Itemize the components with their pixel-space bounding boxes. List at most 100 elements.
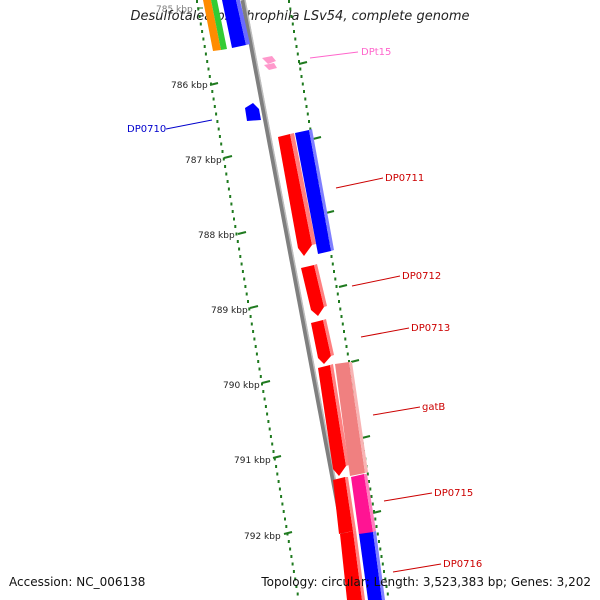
- gene-DP0711-red[interactable]: [278, 134, 312, 256]
- guide-dot: [216, 120, 219, 123]
- guide-dot: [225, 172, 228, 176]
- guide-dot: [213, 105, 216, 108]
- guide-dot: [264, 405, 267, 408]
- guide-dot: [303, 90, 305, 93]
- guide-dot: [259, 375, 262, 378]
- gene-gatB-shade: [330, 364, 349, 466]
- guide-dot: [224, 165, 227, 168]
- label-DP0710[interactable]: DP0710: [127, 124, 166, 135]
- guide-dot: [240, 262, 243, 266]
- guide-dot: [373, 510, 375, 513]
- gene-DP0712-shade: [314, 264, 327, 307]
- gene-DP0713-shade: [323, 319, 334, 356]
- label-DP0716[interactable]: DP0716: [443, 559, 482, 570]
- guide-dot: [208, 75, 211, 78]
- gene-DP0710[interactable]: [245, 103, 261, 121]
- leader-DP0712: [351, 275, 401, 287]
- guide-dot: [269, 435, 272, 438]
- guide-dot: [296, 592, 299, 596]
- guide-dot: [229, 195, 232, 198]
- guide-dot: [341, 322, 344, 326]
- label-DPt15[interactable]: DPt15: [361, 47, 391, 58]
- guide-dot: [376, 532, 379, 536]
- leader-DPt15: [309, 51, 359, 59]
- leader-DP0715: [383, 492, 433, 502]
- tick-mark-right-5: [350, 359, 360, 363]
- gene-gatB-salmon[interactable]: [335, 362, 365, 476]
- guide-dot: [247, 300, 249, 303]
- guide-dot: [230, 202, 233, 206]
- guide-dot: [292, 570, 295, 573]
- guide-dot: [244, 285, 247, 288]
- guide-dot: [199, 22, 202, 26]
- gene-DP0712[interactable]: [301, 265, 324, 316]
- gene-DP0713[interactable]: [311, 320, 331, 364]
- tick-mark-right-3: [325, 210, 335, 214]
- gene-DP0711-blue[interactable]: [295, 130, 331, 254]
- gene-gatB[interactable]: [318, 365, 346, 476]
- guide-dot: [218, 135, 221, 138]
- guide-dot: [294, 577, 297, 581]
- guide-dot: [309, 127, 312, 131]
- label-DP0713[interactable]: DP0713: [411, 323, 450, 334]
- guide-dot: [276, 472, 279, 476]
- guide-dot: [336, 292, 339, 296]
- tick-mark-792: [283, 531, 293, 535]
- gene-DPt15-b: [264, 63, 277, 70]
- tick-label-789: 789 kbp: [211, 306, 248, 316]
- guide-dot: [301, 82, 304, 86]
- tick-mark-786: [209, 82, 219, 86]
- guide-dot: [277, 480, 280, 483]
- label-DP0712[interactable]: DP0712: [402, 271, 441, 282]
- leader-gatB: [372, 406, 421, 416]
- tick-mark-790: [261, 380, 271, 384]
- gene-DPt15[interactable]: [262, 56, 276, 64]
- guide-dot: [263, 397, 266, 401]
- gene-DP0716-blue[interactable]: [359, 532, 382, 600]
- feature-blue-top[interactable]: [222, 0, 246, 48]
- guide-dot: [220, 142, 223, 146]
- guide-dot: [282, 510, 285, 513]
- gene-DP0715[interactable]: [333, 477, 353, 534]
- guide-dot: [293, 30, 295, 33]
- guide-dot: [273, 457, 276, 461]
- guide-dot: [236, 240, 239, 243]
- guide-dot: [368, 480, 370, 483]
- guide-dot: [299, 67, 302, 71]
- guide-dot: [206, 60, 209, 63]
- gene-DP0715-magenta-shade: [364, 474, 376, 532]
- guide-dot: [289, 7, 292, 11]
- guide-dot: [241, 270, 244, 273]
- guide-dot: [371, 502, 374, 506]
- guide-dot: [217, 127, 220, 131]
- guide-dot: [268, 427, 271, 431]
- guide-dot: [239, 255, 242, 258]
- guide-dot: [288, 0, 290, 3]
- guide-dot: [261, 382, 263, 386]
- guide-dot: [380, 555, 383, 558]
- guide-dot: [284, 517, 286, 521]
- guide-dot: [338, 300, 340, 303]
- guide-dot: [280, 495, 283, 498]
- guide-dot: [222, 157, 225, 161]
- tick-label-786: 786 kbp: [171, 81, 208, 91]
- guide-dot: [366, 472, 369, 476]
- guide-dot: [369, 487, 372, 491]
- tick-mark-789: [249, 305, 259, 309]
- guide-dot: [266, 412, 269, 416]
- guide-dot: [381, 562, 384, 566]
- label-DP0711[interactable]: DP0711: [385, 173, 424, 184]
- guide-dot: [221, 150, 224, 153]
- label-DP0715[interactable]: DP0715: [434, 488, 473, 499]
- feature-orange[interactable]: [203, 0, 221, 51]
- genome-summary-text: Topology: circular; Length: 3,523,383 bp…: [261, 575, 591, 589]
- guide-dot: [255, 352, 258, 356]
- label-gatB[interactable]: gatB: [422, 402, 445, 413]
- feature-green[interactable]: [211, 0, 227, 50]
- guide-dot: [262, 390, 265, 393]
- gene-DP0715-magenta[interactable]: [351, 474, 373, 535]
- gene-DP0716[interactable]: [340, 531, 362, 600]
- tick-label-787: 787 kbp: [185, 156, 222, 166]
- tick-mark-right-2: [312, 136, 322, 140]
- gene-DP0716-blue-shade: [373, 531, 385, 600]
